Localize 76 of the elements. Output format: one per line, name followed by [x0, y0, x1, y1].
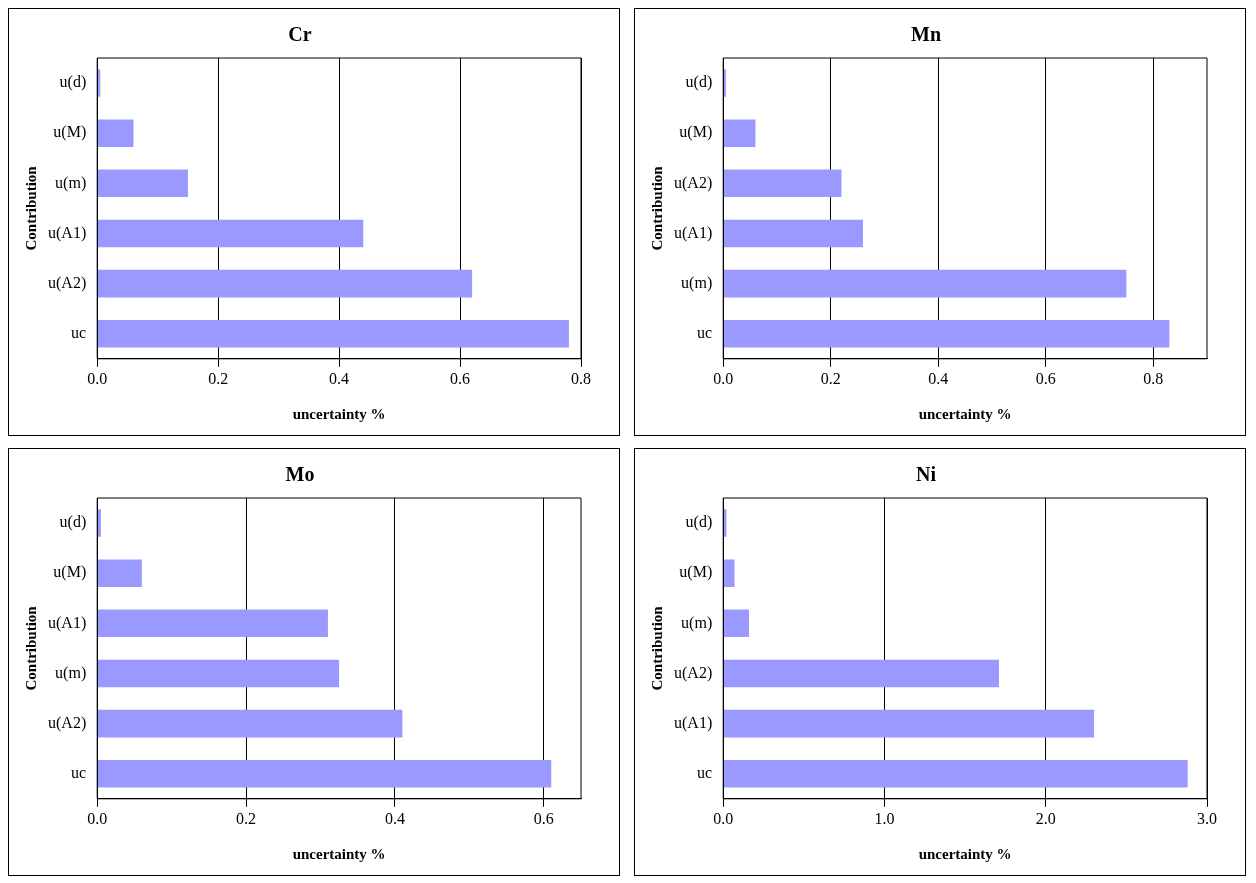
- x-axis-title: uncertainty %: [292, 405, 386, 422]
- x-tick-label: 0.0: [87, 369, 108, 387]
- x-tick-label: 3.0: [1197, 809, 1217, 827]
- bar: [97, 269, 473, 298]
- x-tick-label: 0.6: [450, 369, 471, 387]
- y-tick-label: u(d): [685, 73, 713, 92]
- bar: [723, 219, 863, 248]
- bar: [723, 559, 735, 587]
- x-tick-label: 0.0: [87, 809, 108, 827]
- x-axis-title: uncertainty %: [918, 845, 1012, 862]
- bar: [97, 119, 134, 147]
- chart-title: Ni: [916, 463, 937, 486]
- y-tick-label: uc: [697, 323, 713, 341]
- x-tick-label: 2.0: [1035, 809, 1056, 827]
- x-tick-label: 0.4: [928, 369, 949, 387]
- y-tick-label: u(A2): [673, 173, 713, 192]
- bar: [97, 219, 364, 248]
- bar: [97, 169, 188, 198]
- bar: [97, 659, 340, 688]
- y-tick-label: u(m): [55, 173, 87, 192]
- bar: [97, 759, 552, 788]
- chart-title: Cr: [288, 23, 312, 46]
- bar: [723, 119, 756, 147]
- x-tick-label: 0.2: [820, 369, 841, 387]
- y-axis-title: Contribution: [22, 605, 39, 691]
- y-tick-label: u(A1): [47, 613, 87, 632]
- y-tick-label: u(m): [681, 273, 713, 292]
- y-tick-label: u(A2): [47, 273, 87, 292]
- bar: [97, 319, 569, 348]
- x-tick-label: 0.8: [1143, 369, 1164, 387]
- chart-title: Mo: [285, 463, 315, 486]
- bar: [97, 609, 328, 638]
- y-tick-label: u(A2): [47, 713, 87, 732]
- y-tick-label: u(M): [679, 123, 713, 142]
- y-tick-label: u(d): [685, 513, 713, 532]
- y-tick-label: uc: [697, 763, 713, 781]
- y-tick-label: u(d): [59, 513, 87, 532]
- y-tick-label: u(M): [53, 123, 87, 142]
- bar: [723, 709, 1095, 738]
- y-tick-label: uc: [71, 763, 87, 781]
- bar: [723, 319, 1170, 348]
- x-tick-label: 0.4: [329, 369, 350, 387]
- bar: [97, 559, 142, 587]
- x-axis-title: uncertainty %: [292, 845, 386, 862]
- bar: [723, 609, 750, 638]
- y-tick-label: u(m): [55, 663, 87, 682]
- x-tick-label: 0.6: [1035, 369, 1056, 387]
- y-tick-label: u(A1): [673, 713, 713, 732]
- x-tick-label: 0.6: [533, 809, 554, 827]
- x-axis-title: uncertainty %: [918, 405, 1012, 422]
- x-tick-label: 0.8: [571, 369, 591, 387]
- y-tick-label: uc: [71, 323, 87, 341]
- y-tick-label: u(A1): [673, 223, 713, 242]
- x-tick-label: 0.2: [208, 369, 229, 387]
- bar: [723, 659, 999, 688]
- y-tick-label: u(M): [679, 563, 713, 582]
- y-axis-title: Contribution: [648, 605, 665, 691]
- bar: [723, 269, 1127, 298]
- chart-title: Mn: [911, 23, 941, 46]
- x-tick-label: 0.0: [713, 369, 734, 387]
- x-tick-label: 0.0: [713, 809, 734, 827]
- y-tick-label: u(m): [681, 613, 713, 632]
- y-tick-label: u(M): [53, 563, 87, 582]
- bar: [723, 69, 726, 97]
- y-axis-title: Contribution: [648, 165, 665, 251]
- bar: [97, 709, 403, 738]
- bar: [97, 509, 101, 537]
- y-tick-label: u(A2): [673, 663, 713, 682]
- y-tick-label: u(d): [59, 73, 87, 92]
- x-tick-label: 1.0: [874, 809, 895, 827]
- y-tick-label: u(A1): [47, 223, 87, 242]
- bar: [723, 759, 1188, 788]
- y-axis-title: Contribution: [22, 165, 39, 251]
- bar: [723, 169, 842, 198]
- x-tick-label: 0.2: [236, 809, 257, 827]
- x-tick-label: 0.4: [384, 809, 405, 827]
